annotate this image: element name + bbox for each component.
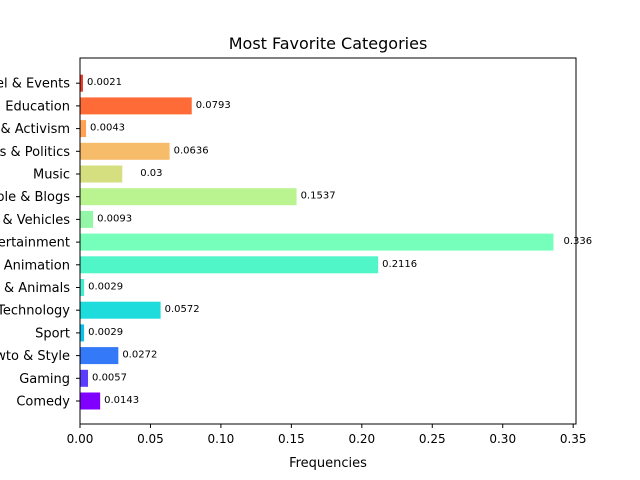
category-label: Autos & Vehicles: [0, 213, 70, 228]
bar: [80, 347, 119, 365]
category-label: Film & Animation: [0, 258, 70, 273]
x-tick-label: 0.05: [137, 432, 164, 446]
category-label: Pets & Animals: [0, 281, 70, 296]
bar: [80, 97, 192, 115]
bar: [80, 120, 87, 138]
bar: [80, 188, 297, 206]
bar-value-label: 0.0572: [165, 304, 200, 315]
bar-value-label: 0.1537: [301, 191, 336, 202]
category-label: Nonprofits & Activism: [0, 122, 70, 137]
bar-value-label: 0.0636: [174, 145, 209, 156]
bar: [80, 74, 83, 92]
bar: [80, 142, 170, 160]
x-tick-label: 0.15: [278, 432, 305, 446]
x-tick-label: 0.20: [348, 432, 375, 446]
bar: [80, 301, 161, 319]
bar: [80, 210, 94, 228]
bar-value-label: 0.0793: [196, 100, 231, 111]
bar-value-label: 0.0021: [87, 77, 122, 88]
bar: [80, 324, 85, 342]
x-tick-label: 0.30: [489, 432, 516, 446]
bar-value-label: 0.0043: [90, 123, 125, 134]
x-ticks-layer: 0.00 0.05 0.10 0.15 0.20 0.25 0.30 0.35: [67, 424, 587, 446]
x-tick-label: 0.35: [560, 432, 587, 446]
category-label: Travel & Events: [0, 77, 70, 92]
x-tick-label: 0.10: [208, 432, 235, 446]
data-labels-layer: 0.0143 0.0057 0.0272 0.0029 0.0572 0.0029 0.21…: [87, 77, 592, 406]
category-label: Howto & Style: [0, 349, 70, 364]
bar: [80, 165, 123, 183]
bar-value-label: 0.0272: [122, 350, 157, 361]
category-label: Entertainment: [0, 236, 70, 251]
bar: [80, 233, 554, 251]
bar-value-label: 0.0029: [88, 282, 123, 293]
bar: [80, 279, 85, 296]
category-label: Science & Technology: [0, 304, 70, 319]
x-tick-label: 0.25: [419, 432, 446, 446]
x-tick-label: 0.00: [67, 432, 94, 446]
bar-value-label: 0.0029: [88, 327, 123, 338]
category-label: Music: [33, 168, 70, 183]
bar-value-label: 0.2116: [382, 259, 417, 270]
category-label: News & Politics: [0, 145, 70, 160]
bar-value-label: 0.336: [563, 236, 592, 247]
bar: [80, 369, 89, 387]
x-axis-title: Frequencies: [289, 456, 367, 471]
category-label: Sport: [35, 326, 70, 341]
bar-value-label: 0.0057: [92, 372, 127, 383]
category-label: Comedy: [16, 395, 70, 410]
chart-title: Most Favorite Categories: [229, 34, 428, 53]
category-label: Education: [5, 99, 70, 114]
bar: [80, 392, 101, 410]
bar-value-label: 0.03: [140, 168, 162, 179]
bar: [80, 256, 379, 274]
category-label: People & Blogs: [0, 190, 70, 205]
bar-value-label: 0.0143: [104, 395, 139, 406]
bars-layer: [80, 74, 554, 410]
category-label: Gaming: [19, 372, 70, 387]
category-labels-layer: Comedy Gaming Howto & Style Sport Science & …: [0, 77, 80, 410]
bar-value-label: 0.0093: [97, 213, 132, 224]
plot-frame: [79, 57, 577, 425]
